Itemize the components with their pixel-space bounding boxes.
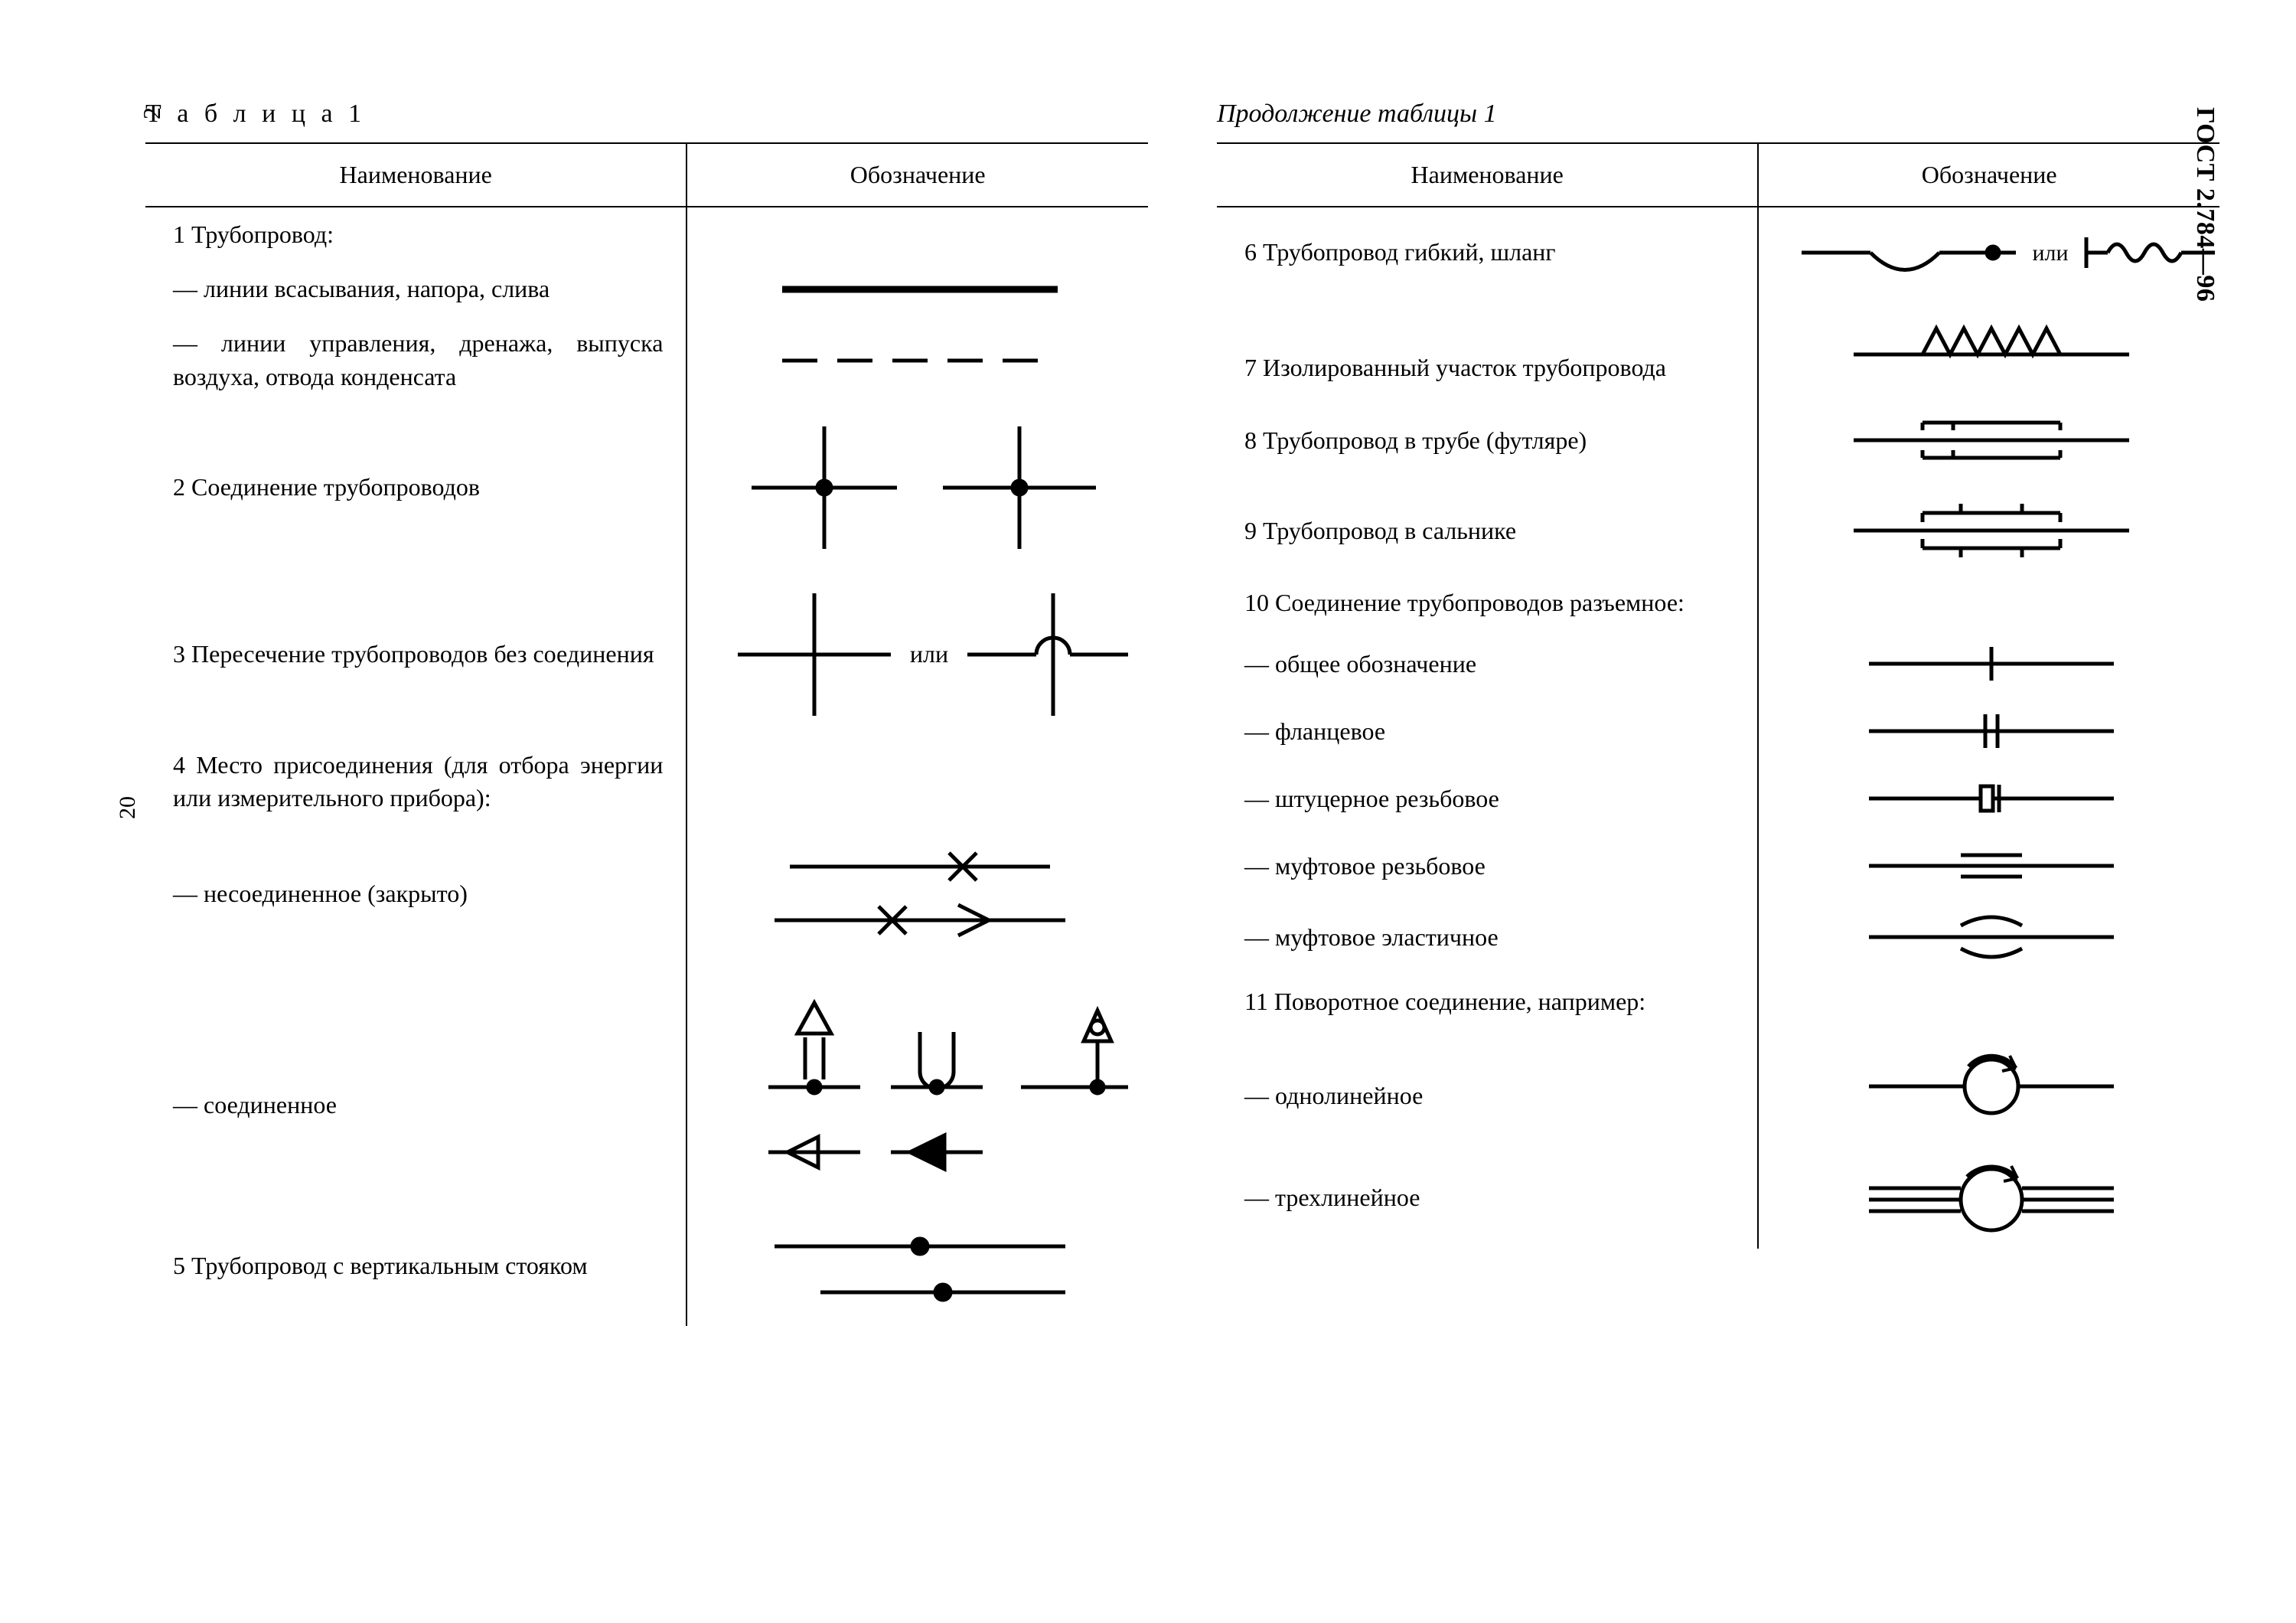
row-10a: — общее обозначение [1217, 630, 1758, 697]
row-4b: — соединенное [145, 962, 687, 1205]
symbol-coupling-elastic [1758, 900, 2219, 975]
row-4: 4 Место присоединения (для от­бора энерг… [145, 738, 687, 825]
right-caption: Продолжение таблицы 1 [1217, 100, 2219, 129]
row-4a: — несоединенное (закрыто) [145, 825, 687, 962]
columns: Т а б л и ц а 1 Наименование Обозначение… [145, 100, 2219, 1562]
row-10: 10 Соединение трубопроводов разъемное: [1217, 576, 1758, 630]
symbol-vertical-riser [687, 1205, 1148, 1326]
row-3: 3 Пересечение трубопроводов без соединен… [145, 571, 687, 738]
symbol-pipe-in-gland [1758, 485, 2219, 576]
right-head-sym: Обозначение [1758, 143, 2219, 207]
symbol-rotary-triple [1758, 1135, 2219, 1249]
left-table: Наименование Обозначение 1 Трубопровод: … [145, 142, 1148, 1326]
left-column: Т а б л и ц а 1 Наименование Обозначение… [145, 100, 1148, 1562]
row-1b: — линии управления, дренажа, выпуска воз… [145, 316, 687, 403]
symbol-threaded-fitting [1758, 765, 2219, 832]
row-1-title: 1 Трубопровод: [145, 207, 687, 262]
row-9: 9 Трубопровод в сальнике [1217, 485, 1758, 576]
row-10c: — штуцерное резьбовое [1217, 765, 1758, 832]
symbol-detach-generic [1758, 630, 2219, 697]
row-10e: — муфтовое эластичное [1217, 900, 1758, 975]
symbol-solid-line [687, 262, 1148, 316]
symbol-flanged [1758, 697, 2219, 765]
row-7: 7 Изолированный участок трубо­провода [1217, 298, 1758, 395]
row-11a: — однолинейное [1217, 1030, 1758, 1135]
left-head-name: Наименование [145, 143, 687, 207]
row-8: 8 Трубопровод в трубе (футляре) [1217, 395, 1758, 485]
row-11b: — трехлинейное [1217, 1135, 1758, 1249]
row-10b: — фланцевое [1217, 697, 1758, 765]
document-id: ГОСТ 2.784—96 [2190, 107, 2219, 302]
symbol-crossing: или [687, 571, 1148, 738]
symbol-connected [687, 962, 1148, 1205]
right-head-name: Наименование [1217, 143, 1758, 207]
page-number-top: 2 [138, 107, 166, 119]
or-label: или [910, 640, 948, 668]
symbol-pipe-in-pipe [1758, 395, 2219, 485]
page: ГОСТ 2.784—96 2 20 Т а б л и ц а 1 Наиме… [0, 0, 2296, 1623]
left-head-sym: Обозначение [687, 143, 1148, 207]
row-5: 5 Трубопровод с вертикальным стояком [145, 1205, 687, 1326]
right-column: Продолжение таблицы 1 Наименование Обозн… [1217, 100, 2219, 1562]
row-1a: — линии всасывания, напора, слива [145, 262, 687, 316]
symbol-flexible: или [1758, 207, 2219, 298]
symbol-junction [687, 404, 1148, 571]
row-2: 2 Соединение трубопроводов [145, 404, 687, 571]
row-10d: — муфтовое резьбовое [1217, 832, 1758, 900]
page-number-mid: 20 [115, 796, 141, 819]
or-label-2: или [2033, 240, 2069, 266]
symbol-insulated [1758, 298, 2219, 395]
left-caption: Т а б л и ц а 1 [145, 100, 1148, 129]
right-table: Наименование Обозначение 6 Трубопровод г… [1217, 142, 2219, 1249]
row-6: 6 Трубопровод гибкий, шланг [1217, 207, 1758, 298]
symbol-dashed-line [687, 316, 1148, 403]
symbol-closed-x [687, 825, 1148, 962]
symbol-coupling-threaded [1758, 832, 2219, 900]
row-11: 11 Поворотное соединение, на­пример: [1217, 975, 1758, 1029]
symbol-rotary-single [1758, 1030, 2219, 1135]
